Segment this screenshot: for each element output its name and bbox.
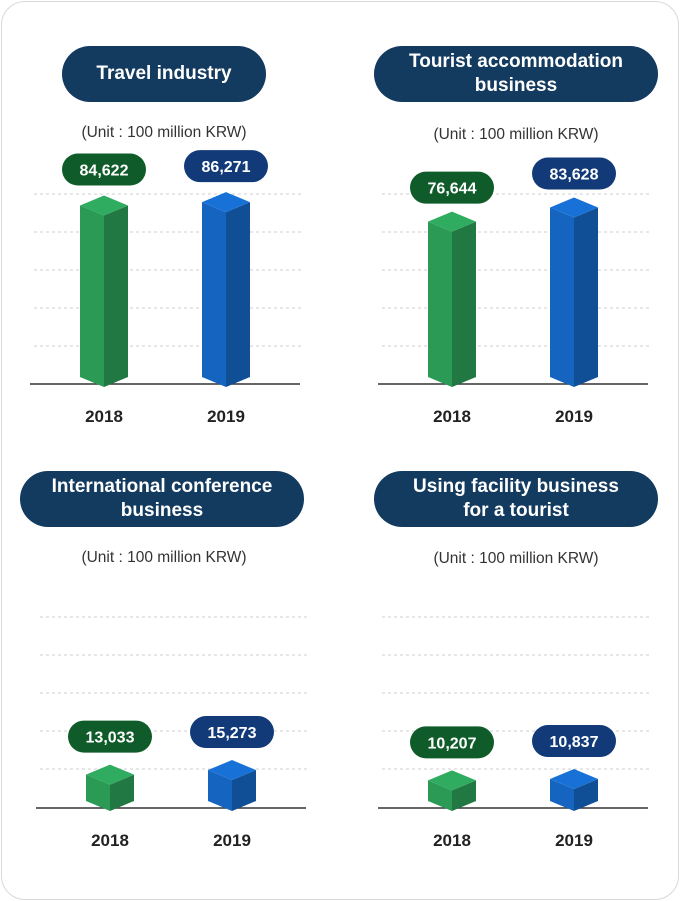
panel-tourist-accommodation: Tourist accommodation business (Unit : 1…	[348, 2, 678, 442]
bar-left-face	[208, 770, 232, 811]
value-badge	[184, 150, 268, 183]
x-tick-label: 2019	[555, 407, 593, 426]
title-pill: Tourist accommodation business	[374, 46, 658, 102]
title-line: for a tourist	[463, 500, 569, 521]
value-label: 83,628	[550, 167, 599, 184]
value-label: 10,837	[550, 734, 599, 751]
bar-2018	[428, 770, 476, 811]
bar-2019	[550, 769, 598, 811]
value-label: 10,207	[428, 735, 477, 752]
unit-label: (Unit : 100 million KRW)	[81, 124, 247, 141]
bar-right-face	[452, 221, 476, 387]
unit-label: (Unit : 100 million KRW)	[433, 126, 599, 143]
bar-right-face	[574, 207, 598, 387]
value-label: 15,273	[208, 725, 257, 742]
bar-left-face	[202, 202, 226, 387]
bar-2018	[86, 764, 134, 811]
chart-title: Travel industry	[96, 63, 232, 84]
value-badge	[68, 720, 152, 753]
bar-top-face	[428, 770, 476, 791]
value-label: 86,271	[202, 159, 251, 176]
chart-title: Tourist accommodation business	[409, 50, 623, 98]
title-pill: International conference business	[20, 471, 304, 527]
title-line: business	[120, 500, 204, 521]
title-line: Using facility business	[413, 476, 619, 497]
x-tick-label: 2018	[433, 407, 471, 426]
panel-using-facility: Using facility business for a tourist (U…	[348, 442, 678, 882]
bar-left-face	[428, 780, 452, 811]
unit-label: (Unit : 100 million KRW)	[433, 550, 599, 567]
value-badge	[410, 171, 494, 204]
bar-left-face	[550, 779, 574, 811]
bar-top-face	[80, 195, 128, 216]
chart-svg: 84,622 2018 86,271 2019	[30, 150, 304, 426]
value-badge	[532, 725, 616, 758]
bar-top-face	[208, 760, 256, 781]
bar-left-face	[428, 221, 452, 387]
bar-right-face	[110, 774, 134, 811]
bar-left-face	[80, 205, 104, 387]
bar-top-face	[428, 211, 476, 232]
chart-svg: 10,207 2018 10,837 2019	[378, 616, 652, 850]
bar-right-face	[226, 202, 250, 387]
bar-top-face	[202, 192, 250, 213]
value-label: 84,622	[80, 162, 129, 179]
panel-international-conference: International conference business (Unit …	[2, 442, 332, 882]
chart-svg: 76,644 2018 83,628 2019	[378, 157, 652, 426]
bar-2018	[80, 195, 128, 387]
bar-2019	[208, 760, 256, 811]
unit-label: (Unit : 100 million KRW)	[81, 549, 247, 566]
bar-2018	[428, 211, 476, 387]
chart-svg: 13,033 2018 15,273 2019	[36, 616, 310, 850]
bar-top-face	[550, 197, 598, 218]
bar-right-face	[574, 779, 598, 811]
value-label: 76,644	[428, 181, 477, 198]
bar-left-face	[550, 207, 574, 387]
title-line: Tourist accommodation	[409, 51, 623, 72]
bar-2019	[202, 192, 250, 387]
x-tick-label: 2019	[555, 831, 593, 850]
value-badge	[410, 726, 494, 759]
bar-2019	[550, 197, 598, 387]
title-pill: Travel industry	[62, 46, 266, 102]
title-pill: Using facility business for a tourist	[374, 471, 658, 527]
x-tick-label: 2019	[207, 407, 245, 426]
bar-right-face	[452, 780, 476, 811]
value-label: 13,033	[86, 730, 135, 747]
bar-left-face	[86, 774, 110, 811]
x-tick-label: 2019	[213, 831, 251, 850]
panel-travel-industry: Travel industry (Unit : 100 million KRW)…	[2, 2, 332, 442]
x-tick-label: 2018	[85, 407, 123, 426]
value-badge	[190, 716, 274, 749]
x-tick-label: 2018	[433, 831, 471, 850]
x-tick-label: 2018	[91, 831, 129, 850]
title-line: International conference	[51, 476, 273, 497]
chart-title: International conference business	[52, 475, 273, 523]
bar-top-face	[86, 764, 134, 785]
value-badge	[532, 157, 616, 190]
chart-title: Using facility business for a tourist	[413, 475, 619, 523]
value-badge	[62, 153, 146, 186]
bar-right-face	[104, 205, 128, 387]
title-line: business	[474, 75, 558, 96]
bar-right-face	[232, 770, 256, 811]
bar-top-face	[550, 769, 598, 790]
